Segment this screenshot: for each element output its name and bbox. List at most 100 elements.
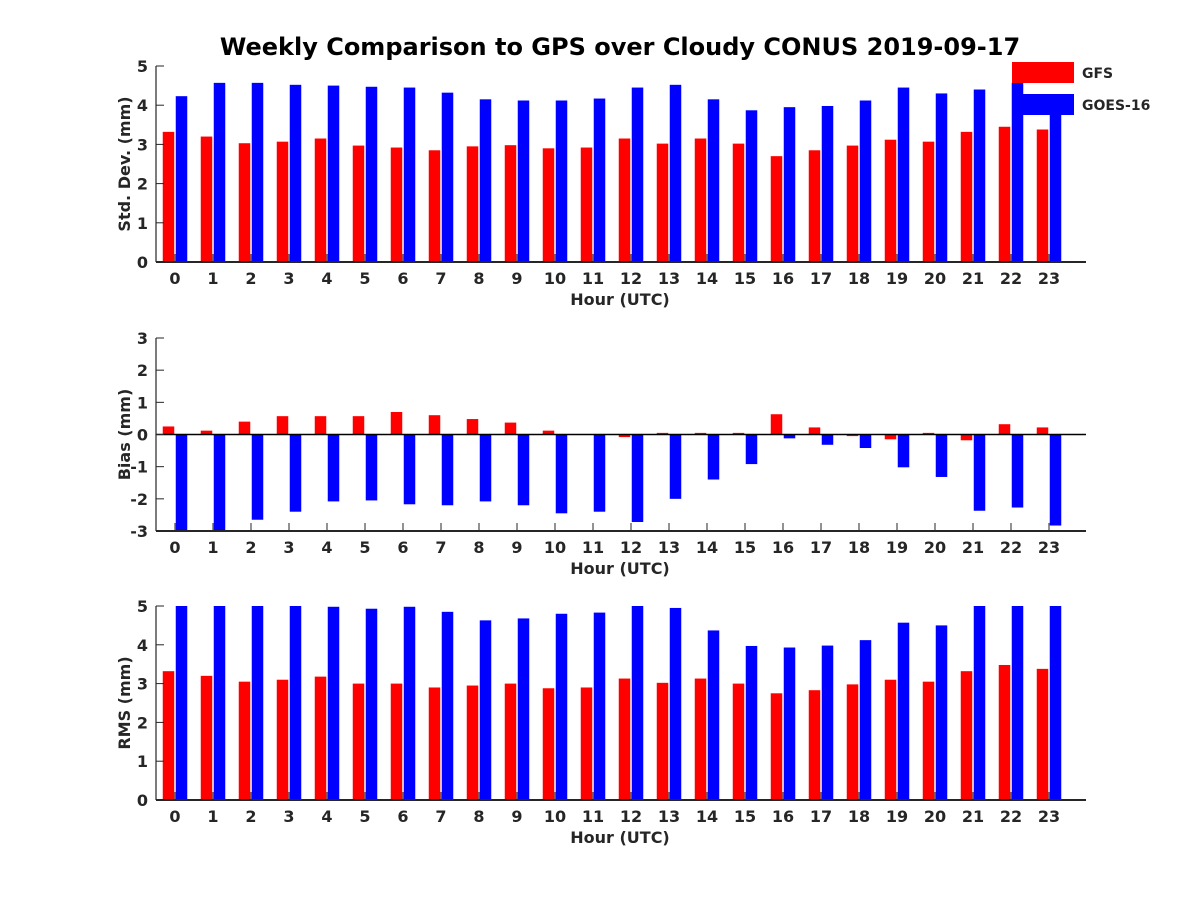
bias-bar-goes-16-10 — [555, 434, 568, 514]
stddev-xlabel: Hour (UTC) — [570, 290, 670, 309]
stddev-bar-gfs-7 — [428, 150, 441, 262]
rms-xtick-label-10: 10 — [544, 807, 566, 826]
stddev-bar-gfs-18 — [846, 145, 859, 262]
rms-ytick-label-3: 3 — [137, 675, 148, 694]
rms-bar-goes-16-22 — [1011, 606, 1024, 800]
bias-bar-gfs-12 — [618, 434, 631, 438]
rms-bar-goes-16-18 — [859, 640, 872, 800]
stddev-bar-goes-16-4 — [327, 85, 340, 262]
rms-bar-gfs-0 — [162, 671, 175, 800]
bias-bar-gfs-9 — [504, 422, 517, 435]
stddev-bar-gfs-17 — [808, 150, 821, 262]
stddev-xtick-label-10: 10 — [544, 269, 566, 288]
rms-bar-goes-16-3 — [289, 606, 302, 800]
rms-xtick-label-20: 20 — [924, 807, 946, 826]
stddev-bar-goes-16-9 — [517, 100, 530, 262]
bias-xtick-label-23: 23 — [1038, 538, 1060, 557]
stddev-bar-gfs-21 — [960, 131, 973, 262]
bias-bar-goes-16-18 — [859, 434, 872, 449]
stddev-xtick-label-5: 5 — [359, 269, 370, 288]
bias-bar-goes-16-21 — [973, 434, 986, 511]
rms-bar-gfs-17 — [808, 690, 821, 800]
bias-bar-gfs-6 — [390, 411, 403, 435]
bias-xtick-label-0: 0 — [169, 538, 180, 557]
bias-xtick-label-3: 3 — [283, 538, 294, 557]
stddev-bar-goes-16-17 — [821, 105, 834, 262]
bias-bar-gfs-5 — [352, 416, 365, 435]
stddev-bar-gfs-22 — [998, 126, 1011, 262]
stddev-xtick-label-16: 16 — [772, 269, 794, 288]
rms-bar-gfs-6 — [390, 683, 403, 800]
stddev-bar-goes-16-20 — [935, 93, 948, 262]
stddev-bar-goes-16-5 — [365, 86, 378, 262]
rms-ytick-label-4: 4 — [137, 636, 148, 655]
rms-xtick-label-13: 13 — [658, 807, 680, 826]
bias-ytick-label-2: 2 — [137, 361, 148, 380]
stddev-bar-goes-16-18 — [859, 100, 872, 262]
stddev-bar-goes-16-2 — [251, 82, 264, 262]
rms-xtick-label-1: 1 — [207, 807, 218, 826]
stddev-bar-gfs-6 — [390, 147, 403, 262]
bias-bar-goes-16-15 — [745, 434, 758, 465]
bias-xtick-label-22: 22 — [1000, 538, 1022, 557]
stddev-bar-gfs-19 — [884, 139, 897, 262]
bias-bar-gfs-14 — [694, 432, 707, 435]
rms-bar-goes-16-2 — [251, 606, 264, 800]
stddev-bar-gfs-5 — [352, 145, 365, 262]
stddev-bar-goes-16-8 — [479, 99, 492, 262]
stddev-xtick-label-8: 8 — [473, 269, 484, 288]
bias-bar-goes-16-4 — [327, 434, 340, 502]
bias-xtick-label-8: 8 — [473, 538, 484, 557]
legend-swatch-goes-16 — [1012, 94, 1074, 115]
rms-bar-goes-16-6 — [403, 606, 416, 800]
bias-bar-gfs-17 — [808, 427, 821, 435]
bias-bar-gfs-2 — [238, 421, 251, 435]
stddev-xtick-label-14: 14 — [696, 269, 718, 288]
stddev-xtick-label-4: 4 — [321, 269, 332, 288]
bias-xtick-label-20: 20 — [924, 538, 946, 557]
stddev-bar-gfs-11 — [580, 147, 593, 262]
rms-xtick-label-0: 0 — [169, 807, 180, 826]
stddev-bar-gfs-3 — [276, 141, 289, 262]
rms-bar-gfs-19 — [884, 679, 897, 800]
bias-bar-goes-16-7 — [441, 434, 454, 506]
bias-bar-goes-16-13 — [669, 434, 682, 499]
stddev-bar-goes-16-22 — [1011, 82, 1024, 262]
stddev-xtick-label-13: 13 — [658, 269, 680, 288]
rms-bar-gfs-21 — [960, 671, 973, 800]
bias-bar-gfs-13 — [656, 432, 669, 435]
bias-xtick-label-7: 7 — [435, 538, 446, 557]
bias-bar-goes-16-9 — [517, 434, 530, 506]
bias-xtick-label-2: 2 — [245, 538, 256, 557]
bias-bar-goes-16-8 — [479, 434, 492, 502]
legend: GFS GOES-16 — [1012, 62, 1150, 115]
bias-xtick-label-14: 14 — [696, 538, 718, 557]
stddev-xtick-label-11: 11 — [582, 269, 604, 288]
rms-ytick-label-5: 5 — [137, 597, 148, 616]
rms-xtick-label-22: 22 — [1000, 807, 1022, 826]
rms-bar-goes-16-12 — [631, 606, 644, 800]
stddev-bar-gfs-12 — [618, 138, 631, 262]
bias-bar-goes-16-14 — [707, 434, 720, 480]
stddev-bar-gfs-20 — [922, 141, 935, 262]
bias-bar-goes-16-5 — [365, 434, 378, 501]
stddev-bar-gfs-16 — [770, 156, 783, 262]
bias-xlabel: Hour (UTC) — [570, 559, 670, 578]
bias-ytick-label--3: -3 — [130, 522, 148, 541]
chart-title: Weekly Comparison to GPS over Cloudy CON… — [220, 33, 1020, 61]
stddev-ytick-label-3: 3 — [137, 135, 148, 154]
stddev-xtick-label-17: 17 — [810, 269, 832, 288]
stddev-bar-gfs-1 — [200, 136, 213, 262]
rms-bar-gfs-22 — [998, 664, 1011, 800]
stddev-bar-goes-16-3 — [289, 84, 302, 262]
bias-bar-gfs-23 — [1036, 427, 1049, 435]
rms-bar-goes-16-8 — [479, 620, 492, 800]
rms-bar-gfs-5 — [352, 683, 365, 800]
bias-bar-goes-16-1 — [213, 434, 226, 531]
rms-bar-goes-16-4 — [327, 606, 340, 800]
rms-bar-goes-16-20 — [935, 625, 948, 800]
bias-bar-gfs-16 — [770, 414, 783, 435]
rms-xlabel: Hour (UTC) — [570, 828, 670, 847]
